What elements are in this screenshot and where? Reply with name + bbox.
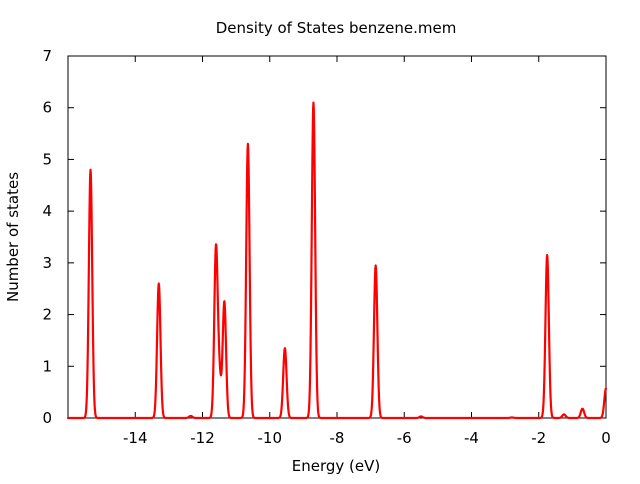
y-tick-label: 7 (42, 47, 52, 65)
y-tick-label: 4 (42, 202, 52, 220)
x-tick-label: 0 (601, 429, 611, 447)
y-tick-label: 1 (42, 357, 52, 375)
x-tick-label: -12 (190, 429, 215, 447)
x-tick-label: -4 (464, 429, 479, 447)
x-axis: -14 -12 -10 -8 -6 -4 -2 0 (123, 56, 611, 447)
y-axis: 0 1 2 3 4 5 6 7 (42, 47, 606, 427)
plot-frame (67, 55, 607, 419)
y-tick-label: 5 (42, 150, 52, 168)
x-axis-label: Energy (eV) (292, 457, 380, 475)
x-tick-label: -8 (330, 429, 345, 447)
y-axis-label: Number of states (4, 172, 22, 302)
y-tick-label: 0 (42, 409, 52, 427)
x-tick-label: -6 (397, 429, 412, 447)
x-tick-label: -10 (258, 429, 283, 447)
chart-title: Density of States benzene.mem (216, 19, 457, 37)
y-tick-label: 3 (42, 254, 52, 272)
y-tick-label: 2 (42, 306, 52, 324)
dos-series-line (66, 101, 608, 420)
y-tick-label: 6 (42, 99, 52, 117)
x-tick-label: -2 (531, 429, 546, 447)
x-tick-label: -14 (123, 429, 148, 447)
